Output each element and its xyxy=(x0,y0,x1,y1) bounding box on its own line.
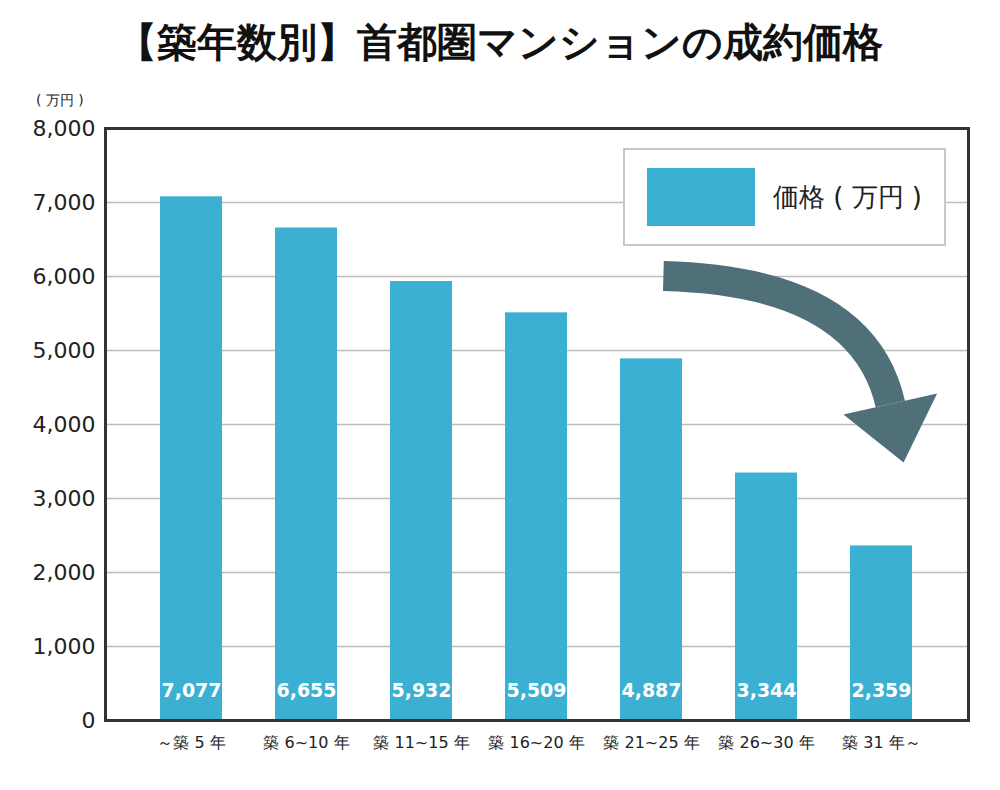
svg-text:6,000: 6,000 xyxy=(33,264,96,289)
svg-text:4,887: 4,887 xyxy=(621,679,681,701)
svg-text:1,000: 1,000 xyxy=(33,634,96,659)
svg-text:4,000: 4,000 xyxy=(33,412,96,437)
svg-text:2,000: 2,000 xyxy=(33,560,96,585)
html-text:価格 ( 万円 ): 価格 ( 万円 ) xyxy=(772,181,922,212)
svg-text:2,359: 2,359 xyxy=(851,679,911,701)
svg-text:7,000: 7,000 xyxy=(33,190,96,215)
svg-text:0: 0 xyxy=(82,708,96,733)
svg-text:築 26~30 年: 築 26~30 年 xyxy=(718,733,814,752)
svg-text:築 31 年～: 築 31 年～ xyxy=(842,733,921,752)
svg-text:築 6~10 年: 築 6~10 年 xyxy=(263,733,349,752)
html-text:( 万円 ): ( 万円 ) xyxy=(36,92,84,108)
svg-text:6,655: 6,655 xyxy=(276,679,336,701)
html-text:【築年数別】首都圏マンションの成約価格: 【築年数別】首都圏マンションの成約価格 xyxy=(117,19,883,65)
svg-text:3,344: 3,344 xyxy=(736,679,796,701)
svg-text:7,077: 7,077 xyxy=(161,679,221,701)
svg-text:3,000: 3,000 xyxy=(33,486,96,511)
svg-text:5,932: 5,932 xyxy=(391,679,451,701)
svg-text:築 16~20 年: 築 16~20 年 xyxy=(488,733,584,752)
svg-text:8,000: 8,000 xyxy=(33,116,96,141)
svg-text:築 21~25 年: 築 21~25 年 xyxy=(603,733,699,752)
svg-text:～築 5 年: ～築 5 年 xyxy=(157,733,225,752)
svg-text:5,000: 5,000 xyxy=(33,338,96,363)
svg-text:築 11~15 年: 築 11~15 年 xyxy=(373,733,469,752)
svg-text:5,509: 5,509 xyxy=(506,679,566,701)
